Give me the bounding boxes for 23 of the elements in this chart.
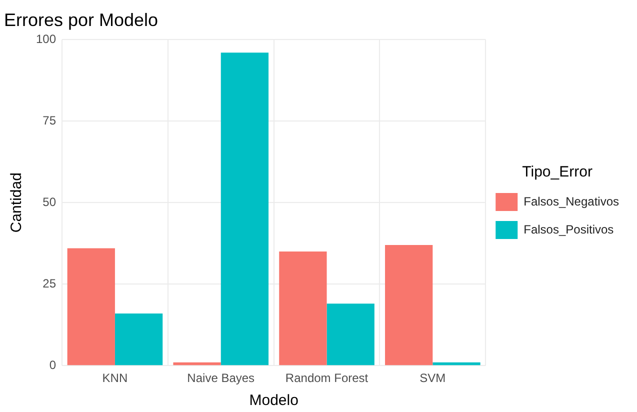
bar	[326, 304, 374, 366]
y-tick-label: 100	[36, 32, 56, 46]
y-tick-label: 25	[42, 276, 56, 290]
x-tick-label: KNN	[102, 371, 128, 386]
x-axis-title: Modelo	[249, 392, 298, 410]
bar	[173, 362, 221, 366]
bar	[385, 244, 433, 366]
y-tick-label: 75	[42, 113, 56, 128]
x-tick-label: Random Forest	[285, 371, 369, 386]
legend-label: Falsos_Negativos	[524, 194, 620, 208]
bar	[432, 362, 480, 366]
bar	[114, 313, 163, 366]
bar	[67, 248, 115, 366]
x-tick-label: Naive Bayes	[187, 371, 255, 386]
y-tick-label: 50	[42, 194, 56, 209]
y-axis-title: Cantidad	[8, 172, 26, 233]
legend-title: Tipo_Error	[522, 164, 592, 181]
bar	[220, 52, 269, 366]
x-tick-label: SVM	[420, 371, 446, 386]
legend-label: Falsos_Positivos	[524, 222, 614, 236]
bar	[279, 252, 327, 366]
y-tick-label: 0	[49, 358, 56, 372]
chart-title: Errores por Modelo	[4, 10, 158, 30]
